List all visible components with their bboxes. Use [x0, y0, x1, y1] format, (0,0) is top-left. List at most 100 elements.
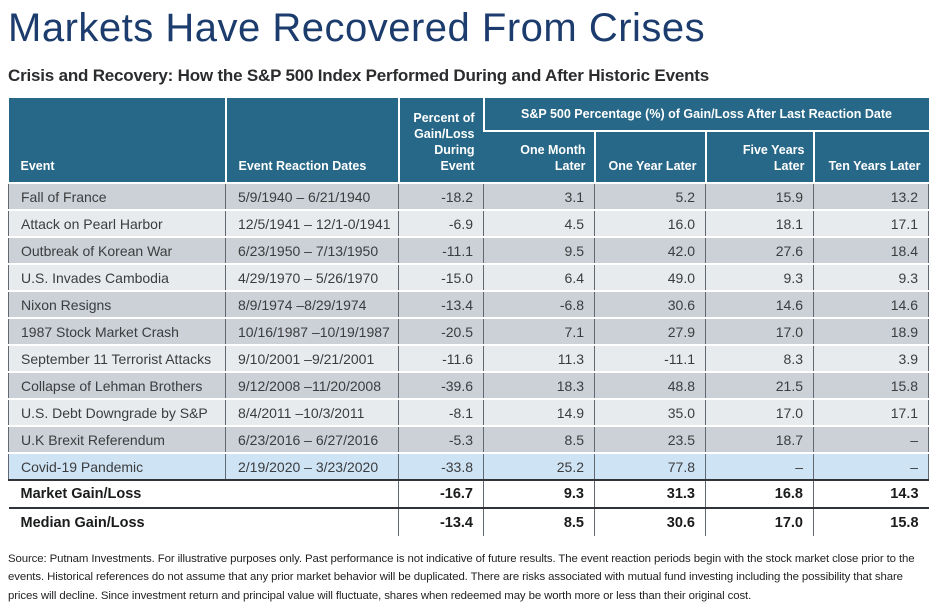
during-cell: -18.2: [398, 183, 484, 210]
table-row: Attack on Pearl Harbor 12/5/1941 – 12/1-0…: [8, 209, 930, 237]
y5-cell: 15.9: [705, 183, 814, 210]
y1-cell: 48.8: [594, 371, 706, 399]
y1-cell: 31.3: [594, 479, 706, 508]
table-row: September 11 Terrorist Attacks 9/10/2001 …: [8, 344, 930, 372]
event-cell: Outbreak of Korean War: [8, 236, 226, 264]
y10-cell: 14.6: [812, 290, 930, 318]
y1-cell: 30.6: [594, 507, 706, 536]
col-group-header-sp500-after-reaction: S&P 500 Percentage (%) of Gain/Loss Afte…: [482, 98, 929, 132]
dates-cell: 4/29/1970 – 5/26/1970: [225, 263, 399, 291]
col-header-one-month-later: One Month Later: [483, 131, 595, 183]
y10-cell: 14.3: [812, 479, 929, 508]
y1-cell: -11.1: [594, 344, 706, 372]
dates-cell: 6/23/2016 – 6/27/2016: [225, 425, 399, 453]
dates-cell: 2/19/2020 – 3/23/2020: [225, 452, 399, 480]
m1-cell: 9.3: [483, 479, 595, 508]
y10-cell: 13.2: [812, 183, 930, 210]
dates-cell: 5/9/1940 – 6/21/1940: [225, 183, 399, 210]
during-cell: -33.8: [398, 452, 484, 480]
y1-cell: 23.5: [594, 425, 706, 453]
y5-cell: 17.0: [705, 507, 814, 536]
table-row: Outbreak of Korean War 6/23/1950 – 7/13/1…: [8, 236, 930, 264]
y5-cell: 14.6: [705, 290, 814, 318]
event-cell: 1987 Stock Market Crash: [8, 317, 226, 345]
m1-cell: 3.1: [483, 183, 595, 210]
table-row: 1987 Stock Market Crash 10/16/1987 –10/19…: [8, 317, 930, 345]
dates-cell: 8/9/1974 –8/29/1974: [225, 290, 399, 318]
col-header-percent-during-event: Percent of Gain/Loss During Event: [397, 98, 484, 183]
during-cell: -8.1: [398, 398, 484, 426]
crisis-recovery-table: Event Event Reaction Dates Percent of Ga…: [8, 98, 930, 536]
dates-cell: 10/16/1987 –10/19/1987: [225, 317, 399, 345]
table-row: U.K Brexit Referendum 6/23/2016 – 6/27/20…: [8, 425, 930, 453]
y1-cell: 16.0: [594, 209, 706, 237]
y1-cell: 77.8: [594, 452, 706, 480]
summary-label-cell: Median Gain/Loss: [8, 507, 399, 536]
dates-cell: 12/5/1941 – 12/1-0/1941: [225, 209, 399, 237]
during-cell: -16.7: [398, 479, 484, 508]
table-header: Event Event Reaction Dates Percent of Ga…: [8, 98, 929, 183]
summary-label-cell: Market Gain/Loss: [8, 479, 399, 508]
y10-cell: 17.1: [812, 209, 930, 237]
y10-cell: 18.9: [812, 317, 930, 345]
during-cell: -15.0: [398, 263, 484, 291]
table-row: Nixon Resigns 8/9/1974 –8/29/1974 -13.4 -6.…: [8, 290, 930, 318]
event-cell: U.S. Invades Cambodia: [8, 263, 226, 291]
m1-cell: 18.3: [483, 371, 595, 399]
source-disclaimer: Source: Putnam Investments. For illustra…: [8, 553, 915, 602]
m1-cell: 9.5: [483, 236, 595, 264]
during-cell: -13.4: [398, 507, 484, 536]
table-row: U.S. Debt Downgrade by S&P 8/4/2011 –10/3…: [8, 398, 930, 426]
m1-cell: 25.2: [483, 452, 595, 480]
event-cell: Covid-19 Pandemic: [8, 452, 226, 480]
m1-cell: 7.1: [483, 317, 595, 345]
y10-cell: 15.8: [812, 371, 930, 399]
y10-cell: 18.4: [812, 236, 930, 264]
event-cell: Attack on Pearl Harbor: [8, 209, 226, 237]
event-cell: Fall of France: [8, 183, 226, 210]
y5-cell: 16.8: [705, 479, 814, 508]
summary-row: Market Gain/Loss -16.7 9.3 31.3 16.8 14.3: [8, 479, 929, 508]
page-title: Markets Have Recovered From Crises: [8, 6, 706, 50]
during-cell: -13.4: [398, 290, 484, 318]
during-cell: -39.6: [398, 371, 484, 399]
y5-cell: 27.6: [705, 236, 814, 264]
y10-cell: 17.1: [812, 398, 930, 426]
event-cell: U.K Brexit Referendum: [8, 425, 226, 453]
y5-cell: 18.7: [705, 425, 814, 453]
during-cell: -11.1: [398, 236, 484, 264]
y10-cell: –: [812, 452, 930, 480]
y5-cell: 17.0: [705, 317, 814, 345]
y10-cell: 3.9: [812, 344, 930, 372]
m1-cell: 8.5: [483, 425, 595, 453]
dates-cell: 9/12/2008 –11/20/2008: [225, 371, 399, 399]
y5-cell: 18.1: [705, 209, 814, 237]
event-cell: Nixon Resigns: [8, 290, 226, 318]
event-cell: U.S. Debt Downgrade by S&P: [8, 398, 226, 426]
col-header-five-years-later: Five Years Later: [704, 131, 814, 183]
during-cell: -11.6: [398, 344, 484, 372]
y5-cell: –: [705, 452, 814, 480]
m1-cell: 8.5: [483, 507, 595, 536]
col-header-one-year-later: One Year Later: [593, 131, 706, 183]
y10-cell: –: [812, 425, 930, 453]
during-cell: -5.3: [398, 425, 484, 453]
table-row: Fall of France 5/9/1940 – 6/21/1940 -18.2 3…: [8, 183, 930, 210]
m1-cell: 6.4: [483, 263, 595, 291]
summary-row: Median Gain/Loss -13.4 8.5 30.6 17.0 15.8: [8, 507, 929, 536]
col-header-event-reaction-dates: Event Reaction Dates: [224, 98, 399, 183]
during-cell: -6.9: [398, 209, 484, 237]
dates-cell: 6/23/1950 – 7/13/1950: [225, 236, 399, 264]
y10-cell: 15.8: [812, 507, 929, 536]
m1-cell: -6.8: [483, 290, 595, 318]
y5-cell: 17.0: [705, 398, 814, 426]
col-header-ten-years-later: Ten Years Later: [812, 131, 929, 183]
event-cell: September 11 Terrorist Attacks: [8, 344, 226, 372]
table-row: U.S. Invades Cambodia 4/29/1970 – 5/26/19…: [8, 263, 930, 291]
table-row: Covid-19 Pandemic 2/19/2020 – 3/23/2020 -3…: [8, 452, 930, 480]
col-header-event: Event: [8, 98, 226, 183]
event-rows: Fall of France 5/9/1940 – 6/21/1940 -18.2 3…: [8, 183, 930, 480]
y5-cell: 9.3: [705, 263, 814, 291]
y1-cell: 27.9: [594, 317, 706, 345]
